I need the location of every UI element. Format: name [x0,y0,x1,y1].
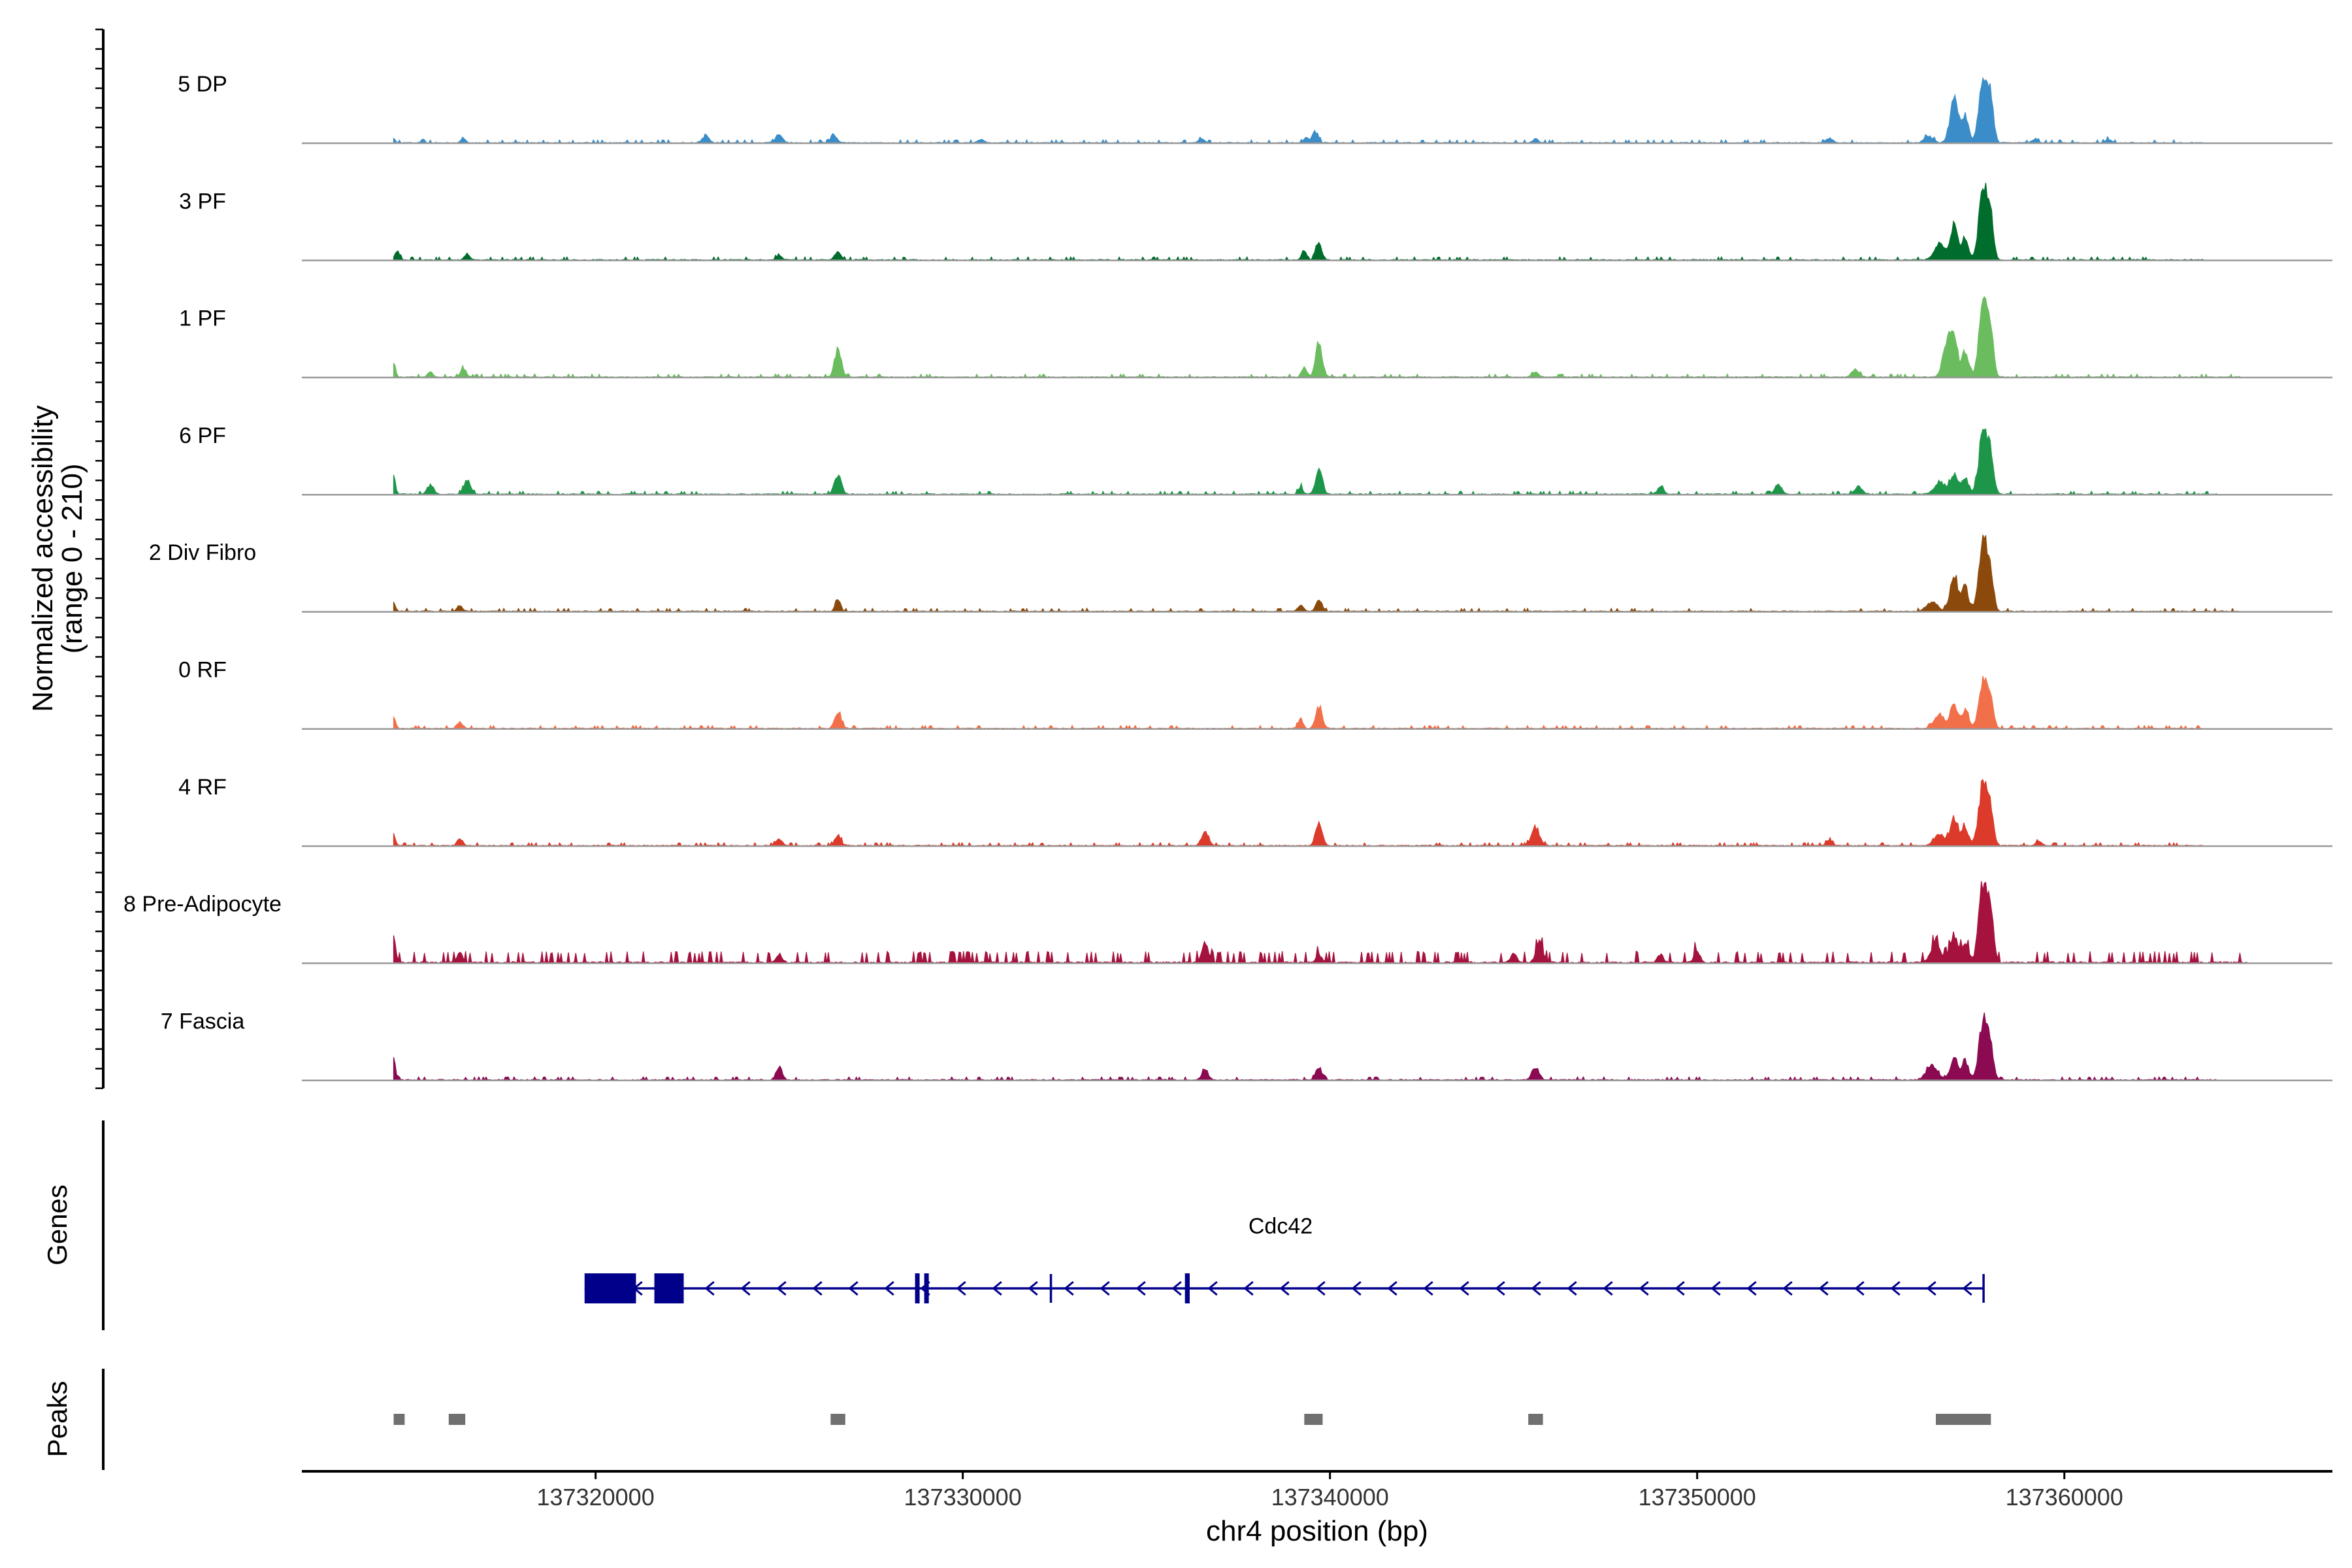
strand-chevron [704,1281,715,1296]
track-1-pf: 1 PF [179,296,2332,379]
strand-chevron [1135,1281,1146,1296]
peak-region [1304,1414,1323,1425]
gene-exon [924,1273,929,1303]
y-axis-title-line1: Normalized accessibility [27,405,59,711]
strand-chevron [1459,1281,1469,1296]
x-tick-label: 137320000 [537,1484,655,1511]
track-label: 1 PF [179,306,226,331]
gene-exon [654,1273,684,1303]
coverage-area [393,428,2219,496]
strand-chevron [1926,1281,1936,1296]
genes-panel-label: Genes [42,1184,73,1266]
strand-chevron [884,1281,894,1296]
track-3-pf: 3 PF [179,182,2332,261]
track-5-dp: 5 DP [178,72,2332,144]
strand-chevron [1818,1281,1829,1296]
coverage-area [393,1012,2219,1081]
strand-chevron [1531,1281,1541,1296]
peak-region [448,1414,466,1425]
peaks-track [393,1414,1991,1425]
strand-chevron [1100,1281,1110,1296]
strand-chevron [1064,1281,1074,1296]
peak-region [1936,1414,1991,1425]
strand-chevron [1279,1281,1290,1296]
coverage-area [393,296,2242,379]
track-label: 7 Fascia [161,1009,245,1034]
track-2-div-fibro: 2 Div Fibro [149,534,2332,613]
strand-chevron [812,1281,823,1296]
peak-region [830,1414,845,1425]
track-6-pf: 6 PF [179,423,2332,496]
strand-chevron [1854,1281,1865,1296]
x-tick-label: 137350000 [1639,1484,1756,1511]
strand-chevron [776,1281,787,1296]
coverage-area [393,881,2249,964]
x-axis: 137320000 137330000 137340000 137350000 1373… [302,1470,2332,1511]
strand-chevron [1171,1281,1182,1296]
track-7-fascia: 7 Fascia [161,1009,2332,1081]
strand-chevron [740,1281,751,1296]
peak-region [393,1414,405,1425]
strand-chevron [1890,1281,1901,1296]
strand-chevron [1746,1281,1757,1296]
strand-chevron [1962,1281,1972,1296]
strand-chevron [1387,1281,1397,1296]
strand-chevron [1423,1281,1433,1296]
x-tick-label: 137360000 [2006,1484,2123,1511]
strand-chevron [956,1281,966,1296]
x-axis-title: chr4 position (bp) [1206,1515,1428,1547]
strand-chevron [1315,1281,1326,1296]
coverage-tracks: 5 DP 3 PF 1 PF 6 PF 2 Div Fibro 0 RF 4 RF 8 Pre… [123,72,2332,1081]
track-4-rf: 4 RF [178,775,2332,847]
strand-chevron [1639,1281,1649,1296]
gene-exon [584,1273,636,1303]
strand-chevron [1567,1281,1577,1296]
coverage-area [393,182,2205,261]
strand-chevron [1207,1281,1218,1296]
strand-chevron [1243,1281,1254,1296]
x-tick-label: 137340000 [1271,1484,1389,1511]
coverage-area [393,534,2241,613]
gene-exon [915,1273,920,1303]
track-label: 8 Pre-Adipocyte [123,892,282,917]
strand-chevron [1351,1281,1362,1296]
strand-chevron [1674,1281,1685,1296]
gene-track: Cdc42 [584,1214,1985,1303]
track-0-rf: 0 RF [178,658,2332,730]
coverage-y-axis [95,28,105,1089]
strand-chevron [1495,1281,1505,1296]
coverage-area [393,779,2204,847]
coverage-area [393,76,2205,144]
x-tick-label: 137330000 [904,1484,1022,1511]
track-8-pre-adipocyte: 8 Pre-Adipocyte [123,881,2332,964]
strand-chevron [1603,1281,1613,1296]
track-label: 2 Div Fibro [149,540,256,565]
track-label: 6 PF [179,423,226,448]
track-label: 3 PF [179,189,226,214]
gene-name: Cdc42 [1249,1214,1313,1239]
track-label: 4 RF [178,775,227,800]
track-label: 0 RF [178,658,227,683]
strand-chevron [1710,1281,1721,1296]
coverage-area [393,676,2204,730]
strand-chevron [848,1281,858,1296]
strand-chevron [1782,1281,1793,1296]
peak-region [1528,1414,1543,1425]
strand-chevron [1028,1281,1038,1296]
track-label: 5 DP [178,72,227,97]
y-axis-title-line2: (range 0 - 210) [56,463,88,653]
peaks-panel-label: Peaks [42,1381,73,1458]
gene-exon [1184,1273,1190,1303]
strand-chevron [992,1281,1002,1296]
